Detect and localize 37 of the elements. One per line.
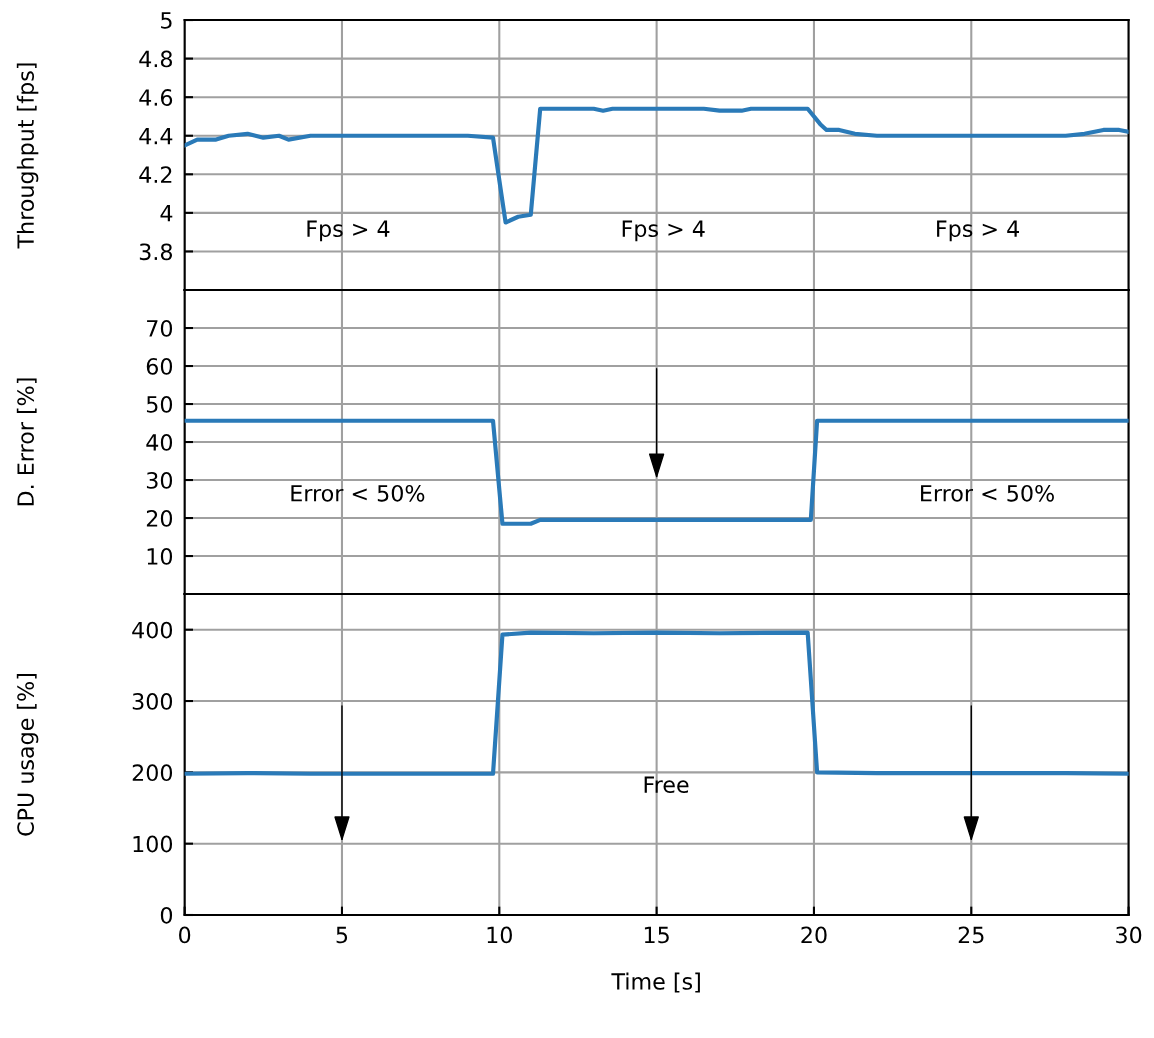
y-tick-label: 5 [161, 12, 172, 29]
y-tick-label: 4.2 [139, 166, 172, 183]
annotation: Fps > 4 [622, 220, 705, 242]
x-tick-label: 20 [801, 926, 827, 944]
x-tick-label: 15 [644, 926, 669, 944]
annotation: Fps > 4 [307, 220, 390, 242]
y-tick-label: 4.6 [139, 89, 173, 106]
y-axis-title: CPU usage [%] [16, 674, 39, 836]
annotation: Error < 50% [921, 484, 1054, 502]
x-tick-label: 10 [487, 926, 512, 944]
y-tick-label: 50 [146, 395, 173, 413]
y-tick-label: 20 [146, 509, 173, 527]
annotation: Error < 50% [291, 484, 425, 502]
y-tick-label: 100 [133, 835, 173, 853]
y-tick-label: 3.8 [139, 243, 173, 261]
line-series [184, 630, 1129, 776]
y-tick-label: 400 [132, 621, 173, 639]
y-tick-label: 40 [146, 433, 173, 451]
y-axis-title: Throughput [fps] [16, 63, 39, 249]
annotation: Free [644, 776, 689, 794]
x-tick-label: 0 [179, 926, 191, 944]
y-tick-label: 10 [147, 547, 173, 565]
y-tick-label: 0 [160, 906, 173, 924]
y-axis-title: D. Error [%] [16, 378, 37, 506]
annotation: Fps > 4 [937, 220, 1020, 242]
y-tick-label: 200 [132, 764, 173, 782]
x-axis-title: Time [s] [611, 972, 700, 993]
x-tick-label: 30 [1116, 926, 1142, 944]
y-tick-label: 4.8 [139, 50, 173, 68]
y-tick-label: 300 [132, 692, 173, 710]
y-tick-label: 60 [146, 357, 173, 375]
y-tick-label: 70 [147, 319, 173, 337]
x-tick-label: 25 [958, 926, 984, 944]
y-tick-label: 30 [146, 471, 173, 489]
x-tick-label: 5 [336, 926, 348, 944]
y-tick-label: 4 [160, 205, 173, 222]
y-tick-label: 4.4 [139, 127, 173, 145]
